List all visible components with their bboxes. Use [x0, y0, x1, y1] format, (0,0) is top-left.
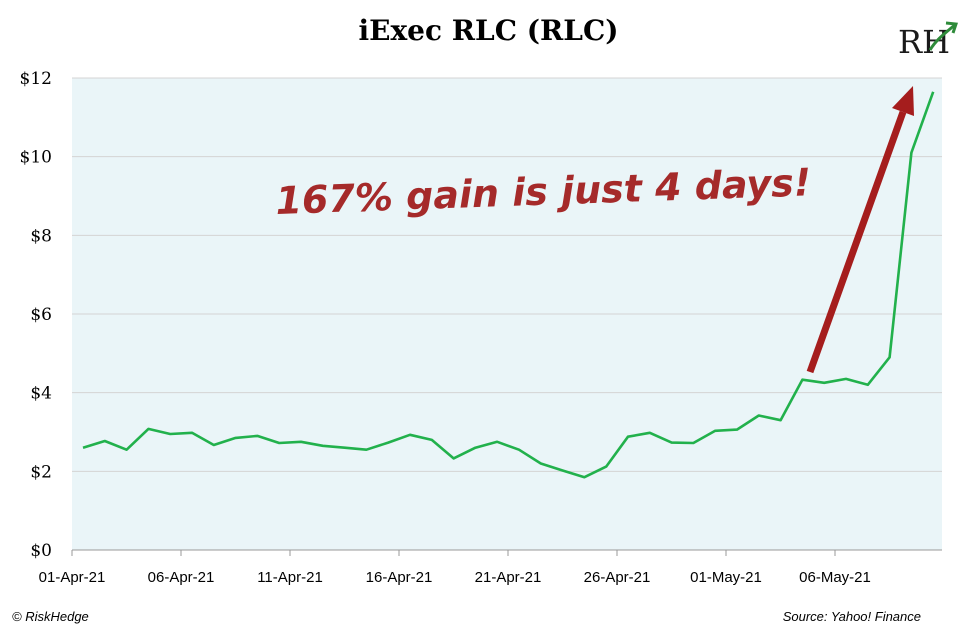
x-axis-ticks: 01-Apr-21 06-Apr-21 11-Apr-21 16-Apr-21 21-A… [39, 569, 871, 586]
y-tick-label: $6 [30, 305, 52, 325]
x-tick-label: 26-Apr-21 [584, 569, 651, 586]
y-tick-label: $8 [30, 226, 52, 246]
y-axis-ticks: $0 $2 $4 $6 $8 $10 $12 [20, 69, 52, 561]
grid-lines [72, 77, 942, 472]
riskhedge-logo: RH [898, 21, 958, 60]
x-tick-label: 01-May-21 [690, 569, 762, 586]
gain-arrow [806, 86, 914, 374]
x-tick-label: 11-Apr-21 [257, 569, 323, 586]
credit-text: © RiskHedge [12, 609, 89, 624]
source-text: Source: Yahoo! Finance [782, 609, 921, 624]
y-tick-label: $12 [20, 69, 52, 89]
x-tick-label: 21-Apr-21 [475, 569, 542, 586]
y-tick-label: $4 [30, 384, 52, 404]
x-axis-tick-marks [71, 550, 836, 556]
y-tick-label: $2 [30, 462, 52, 482]
svg-text:RH: RH [898, 23, 950, 60]
x-tick-label: 06-May-21 [799, 569, 871, 586]
x-tick-label: 06-Apr-21 [148, 569, 215, 586]
x-tick-label: 16-Apr-21 [366, 569, 433, 586]
y-tick-label: $10 [20, 148, 52, 168]
series-line-rlc [82, 91, 935, 479]
line-chart: $0 $2 $4 $6 $8 $10 $12 01-Apr-21 06-Apr-21 11-Ap… [20, 69, 942, 586]
x-tick-label: 01-Apr-21 [39, 569, 106, 586]
chart-title: iExec RLC (RLC) [358, 14, 619, 47]
y-tick-label: $0 [30, 541, 52, 561]
